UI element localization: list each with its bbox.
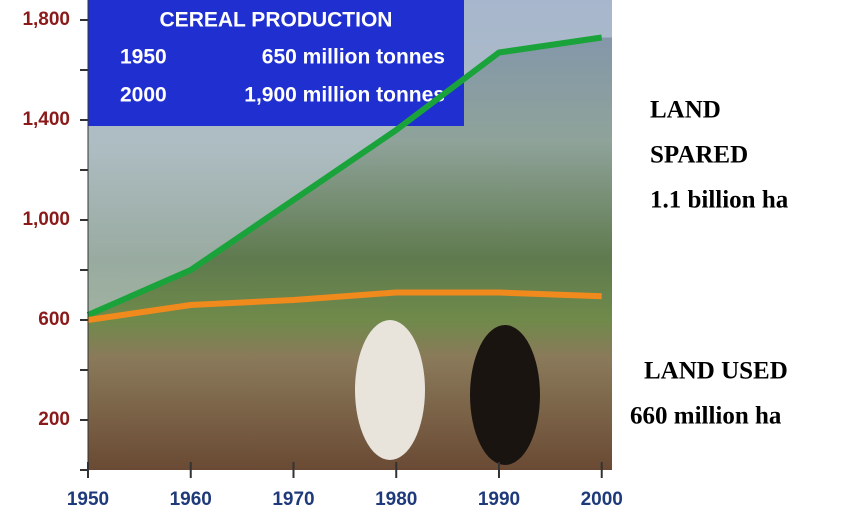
- line: [87, 289, 602, 323]
- y-tick-label: 1,000: [22, 209, 70, 230]
- annotation: SPARED: [650, 142, 748, 169]
- x-tick-label: 1960: [170, 489, 212, 510]
- ox-black: [470, 325, 540, 465]
- box-year: 2000: [120, 84, 167, 107]
- line: [86, 34, 603, 318]
- annotation: LAND: [650, 97, 721, 124]
- x-tick-label: 1970: [272, 489, 314, 510]
- production-box: [88, 0, 464, 126]
- y-tick-label: 1,800: [22, 9, 70, 30]
- x-tick-label: 2000: [581, 489, 623, 510]
- x-tick-label: 1990: [478, 489, 520, 510]
- y-tick-label: 200: [38, 409, 70, 430]
- annotation: 660 million ha: [630, 403, 782, 430]
- box-amount: 650 million tonnes: [262, 46, 445, 69]
- x-tick-label: 1980: [375, 489, 417, 510]
- annotation: LAND USED: [644, 358, 788, 385]
- annotation: 1.1 billion ha: [650, 187, 789, 214]
- box-title: CEREAL PRODUCTION: [160, 9, 393, 32]
- box-year: 1950: [120, 46, 167, 69]
- ox-white: [355, 320, 425, 460]
- x-tick-label: 1950: [67, 489, 109, 510]
- y-tick-label: 1,400: [22, 109, 70, 130]
- box-amount: 1,900 million tonnes: [244, 84, 445, 107]
- y-tick-label: 600: [38, 309, 70, 330]
